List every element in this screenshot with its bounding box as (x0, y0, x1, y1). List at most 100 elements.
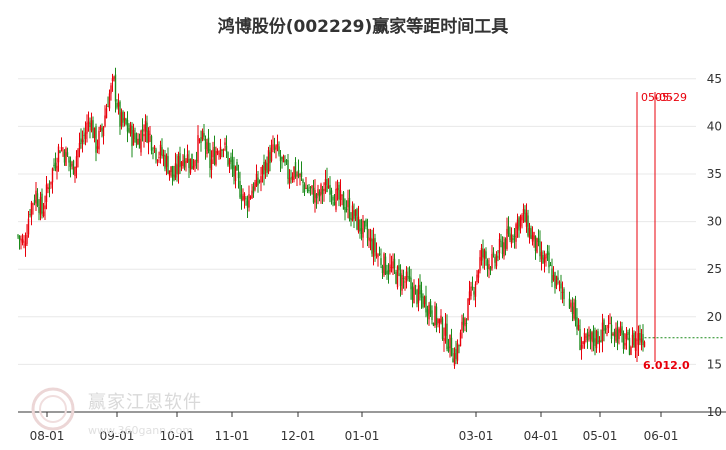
candle-body (416, 290, 418, 305)
candle-body (633, 332, 635, 348)
x-tick-label: 03-01 (459, 429, 494, 443)
candle-body (390, 266, 393, 268)
candle-body (588, 334, 590, 337)
candle-body (297, 169, 300, 177)
candle-body (360, 228, 363, 234)
candle-body (546, 251, 549, 256)
candle-body (634, 338, 637, 351)
candle-body (47, 187, 49, 190)
candle-body (470, 286, 472, 297)
candle-body (401, 274, 403, 291)
candle-body (260, 176, 262, 183)
candle-body (135, 138, 138, 146)
candle-body (425, 295, 427, 313)
candle-body (389, 264, 391, 272)
x-tick-label: 12-01 (281, 429, 316, 443)
candle-body (287, 160, 289, 179)
candle-body (168, 170, 171, 176)
candle-body (375, 252, 378, 256)
candle-body (350, 218, 352, 221)
candle-body (580, 344, 583, 350)
candle-body (20, 238, 22, 241)
candle-body (489, 267, 492, 271)
candle-body (374, 238, 376, 253)
candle-body (213, 146, 216, 165)
candle-body (59, 150, 61, 154)
candle-body (642, 334, 644, 346)
candle-body (164, 154, 166, 169)
candle-body (380, 258, 382, 265)
candle-body (429, 301, 432, 314)
candle-body (291, 176, 294, 180)
candle-body (275, 145, 277, 150)
candle-body (182, 160, 184, 166)
candle-body (224, 142, 226, 146)
candle-body (311, 185, 313, 188)
candle-body (99, 125, 102, 131)
candle-body (384, 256, 387, 275)
candle-body (452, 358, 454, 363)
candle-body (87, 121, 90, 124)
candle-body (215, 150, 217, 165)
candle-body (50, 181, 52, 185)
candle-body (446, 323, 448, 350)
candle-body (606, 332, 608, 334)
candle-body (195, 159, 198, 161)
candle-body (551, 268, 553, 283)
candle-body (387, 269, 390, 275)
candle-body (363, 220, 366, 223)
candle-body (461, 321, 463, 331)
candle-body (365, 220, 367, 227)
candle-body (93, 127, 96, 138)
candle-body (455, 348, 457, 359)
candle-body (294, 162, 297, 177)
candle-body (155, 149, 157, 160)
candle-body (278, 146, 280, 155)
candle-body (441, 318, 444, 339)
candle-body (480, 247, 483, 261)
candle-body (462, 317, 465, 325)
candle-body (330, 190, 333, 195)
candle-body (276, 144, 279, 147)
candle-body (33, 199, 36, 203)
candle-body (69, 160, 72, 167)
candle-body (302, 179, 304, 184)
candle-body (464, 318, 466, 327)
candle-body (594, 338, 596, 346)
candle-body (531, 235, 534, 242)
candle-body (318, 191, 321, 197)
candle-body (453, 353, 456, 366)
candle-body (597, 331, 599, 344)
x-tick-label: 06-01 (644, 429, 679, 443)
candle-body (248, 194, 250, 208)
candle-body (539, 241, 541, 257)
candle-body (42, 211, 45, 216)
candle-body (458, 345, 460, 347)
candle-body (30, 202, 33, 217)
candle-body (243, 193, 246, 200)
candle-body (86, 122, 88, 134)
candle-body (592, 330, 595, 343)
candle-body (288, 177, 291, 184)
candle-body (545, 254, 547, 259)
candle-body (510, 234, 513, 244)
candle-body (512, 238, 514, 241)
candle-body (356, 209, 358, 230)
candle-body (51, 168, 54, 183)
candle-body (293, 166, 295, 180)
candle-body (324, 179, 327, 186)
candle-body (533, 232, 535, 240)
candle-body (282, 156, 285, 163)
candle-body (628, 337, 631, 355)
candle-body (185, 160, 187, 164)
x-tick-label: 08-01 (30, 429, 65, 443)
candle-body (98, 130, 100, 150)
candle-body (381, 266, 384, 274)
candle-body (140, 130, 142, 153)
candle-body (309, 187, 312, 189)
candle-body (459, 332, 462, 347)
candle-body (639, 333, 641, 341)
candle-body (299, 173, 301, 176)
candle-body (131, 126, 133, 147)
